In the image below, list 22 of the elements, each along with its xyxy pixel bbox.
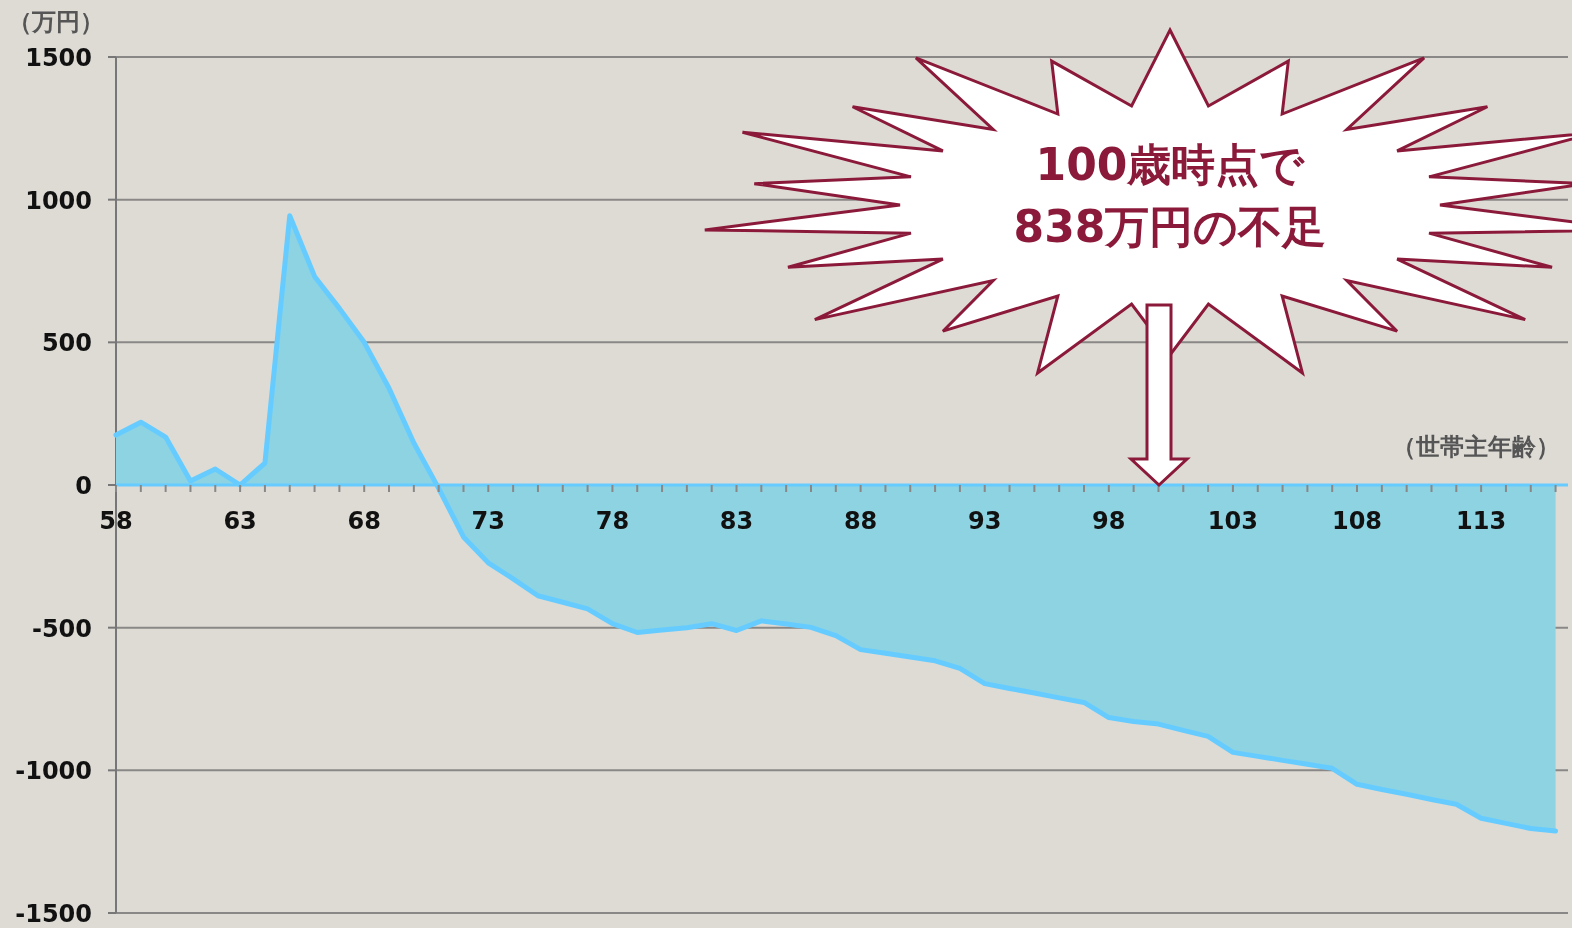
- y-tick-label: 500: [41, 329, 92, 358]
- x-tick-label: 113: [1456, 507, 1507, 535]
- y-tick-label: -1500: [15, 900, 92, 928]
- x-tick-label: 83: [719, 507, 754, 535]
- x-tick-label: 103: [1207, 507, 1258, 535]
- x-tick-label: 78: [595, 507, 630, 535]
- y-tick-label: 1000: [25, 186, 92, 215]
- y-tick-label: -500: [31, 614, 92, 643]
- y-axis-title: （万円）: [8, 8, 104, 36]
- x-tick-label: 58: [99, 507, 133, 535]
- x-tick-label: 68: [347, 507, 381, 535]
- x-tick-label: 73: [471, 507, 506, 535]
- y-tick-label: -1000: [15, 757, 92, 786]
- x-tick-label: 98: [1092, 507, 1126, 535]
- x-tick-label: 108: [1331, 507, 1383, 535]
- x-tick-label: 93: [968, 507, 1002, 535]
- y-tick-label: 0: [75, 472, 92, 500]
- x-tick-label: 63: [223, 507, 257, 535]
- x-tick-label: 88: [843, 507, 878, 535]
- y-tick-label: 1500: [25, 44, 92, 72]
- annotation: 100歳時点で 838万円の不足: [1013, 139, 1327, 252]
- x-axis-title: （世帯主年齢）: [1392, 433, 1560, 461]
